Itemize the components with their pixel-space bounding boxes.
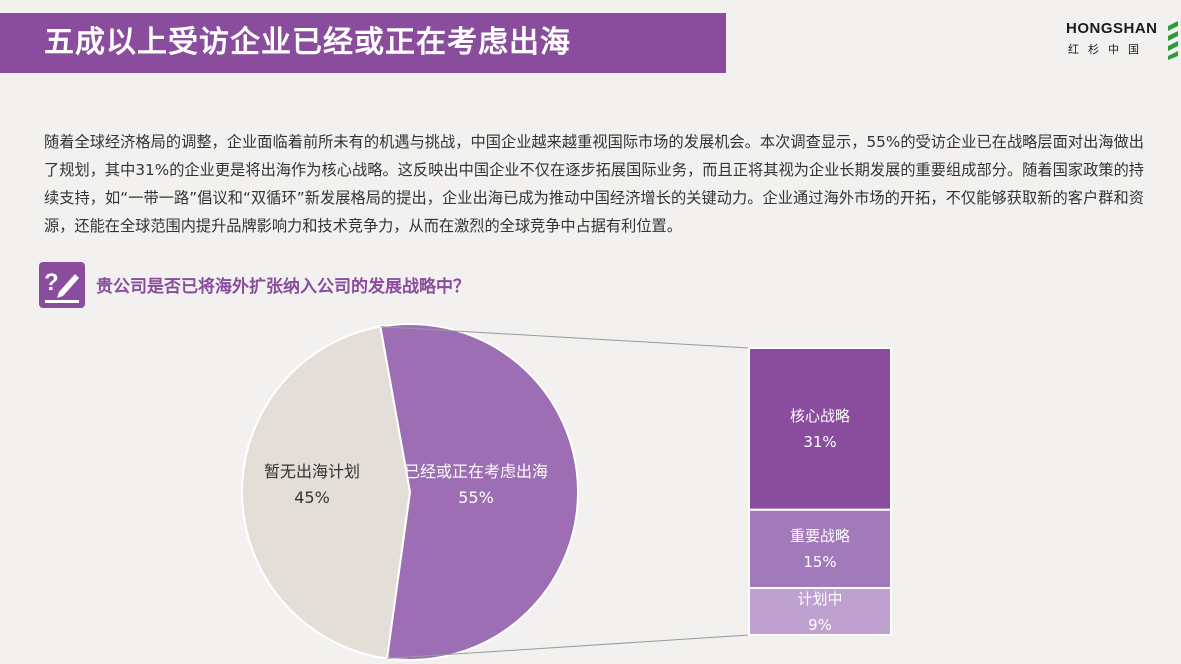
bar-segment-label: 核心战略 31% — [749, 403, 891, 455]
logo-chinese: 红杉中国 — [1068, 43, 1148, 56]
pie-label-value: 45% — [294, 488, 330, 507]
logo-english: HONGSHAN — [1066, 20, 1158, 37]
connector-line-top — [380, 326, 750, 349]
bar-segment-name: 计划中 — [797, 589, 843, 608]
pie-label-name: 已经或正在考虑出海 — [403, 462, 548, 481]
pie-label-value: 55% — [458, 488, 494, 507]
title-bar — [0, 13, 726, 73]
logo-leaf-icon — [1168, 21, 1178, 60]
pie-label-name: 暂无出海计划 — [263, 462, 360, 481]
bar-segment-name: 重要战略 — [789, 526, 850, 545]
bar-segment-label: 重要战略 15% — [749, 523, 891, 575]
hongshan-logo: HONGSHAN 红杉中国 — [1066, 20, 1174, 60]
svg-text:?: ? — [44, 269, 59, 296]
pie-slice-going-abroad — [379, 323, 579, 661]
bar-segment-label: 计划中 9% — [749, 586, 891, 638]
page-title: 五成以上受访企业已经或正在考虑出海 — [44, 25, 571, 60]
survey-question: 贵公司是否已将海外扩张纳入公司的发展战略中？ — [96, 277, 470, 297]
pie-label-going-abroad: 已经或正在考虑出海 55% — [386, 459, 566, 511]
bar-segment-value: 9% — [808, 615, 832, 634]
pie-slice-no-plan — [241, 325, 412, 660]
bar-segment-planning — [748, 587, 892, 637]
bar-segment-core — [748, 347, 892, 511]
intro-paragraph: 随着全球经济格局的调整，企业面临着前所未有的机遇与挑战，中国企业越来越重视国际市… — [44, 133, 1144, 235]
pie-label-no-plan: 暂无出海计划 45% — [222, 459, 402, 511]
question-icon: ? — [39, 262, 85, 308]
bar-segment-value: 15% — [803, 552, 837, 571]
bar-segment-value: 31% — [803, 432, 837, 451]
bar-segment-name: 核心战略 — [789, 406, 850, 425]
connector-line-bottom — [387, 634, 750, 659]
